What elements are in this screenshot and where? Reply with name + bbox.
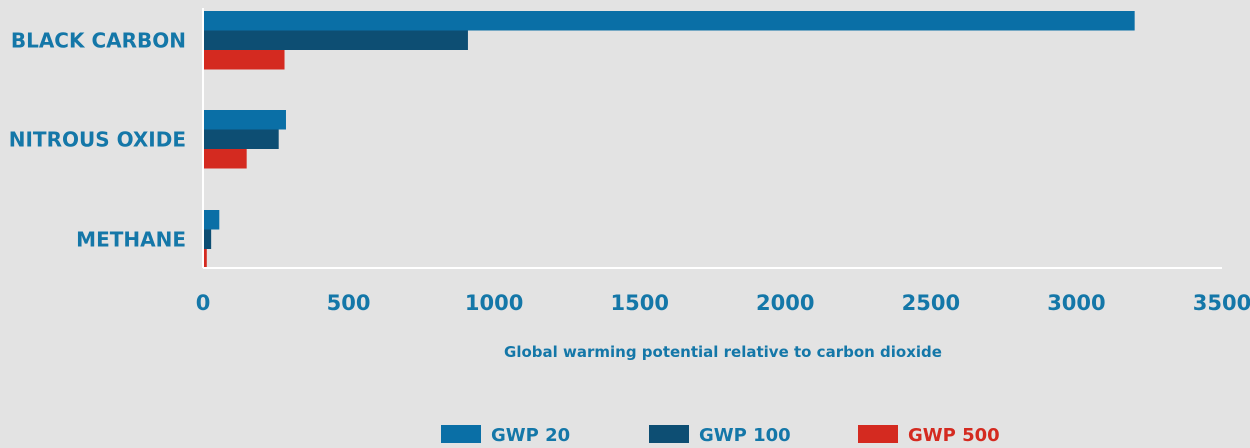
x-tick-labels: 0 500 1000 1500 2000 2500 3000 3500 <box>196 291 1250 315</box>
x-axis-title: Global warming potential relative to car… <box>504 343 942 361</box>
bars-group <box>203 11 1135 269</box>
x-tick-label: 3500 <box>1193 291 1250 315</box>
x-tick-label: 3000 <box>1047 291 1105 315</box>
legend-swatch <box>649 425 689 443</box>
bar-nitrous-oxide-gwp-500 <box>203 149 247 169</box>
legend-label: GWP 500 <box>908 425 1000 446</box>
bar-black-carbon-gwp-100 <box>203 30 468 50</box>
bar-black-carbon-gwp-20 <box>203 11 1135 31</box>
category-label: BLACK CARBON <box>11 28 186 52</box>
legend: GWP 20 GWP 100 GWP 500 <box>441 425 1000 446</box>
legend-label: GWP 100 <box>699 425 791 446</box>
x-tick-label: 2500 <box>902 291 960 315</box>
bar-methane-gwp-500 <box>203 249 207 269</box>
legend-swatch <box>858 425 898 443</box>
x-tick-label: 2000 <box>756 291 814 315</box>
bar-nitrous-oxide-gwp-20 <box>203 110 286 130</box>
x-tick-label: 500 <box>327 291 371 315</box>
legend-label: GWP 20 <box>491 425 570 446</box>
legend-swatch <box>441 425 481 443</box>
x-tick-label: 1000 <box>465 291 523 315</box>
category-label: NITROUS OXIDE <box>9 127 186 151</box>
bar-black-carbon-gwp-500 <box>203 50 285 70</box>
category-label: METHANE <box>76 227 186 251</box>
bar-methane-gwp-100 <box>203 229 212 249</box>
x-tick-label: 1500 <box>610 291 668 315</box>
bar-methane-gwp-20 <box>203 210 220 230</box>
bar-nitrous-oxide-gwp-100 <box>203 129 279 149</box>
x-tick-label: 0 <box>196 291 211 315</box>
category-labels: BLACK CARBON NITROUS OXIDE METHANE <box>9 28 186 251</box>
